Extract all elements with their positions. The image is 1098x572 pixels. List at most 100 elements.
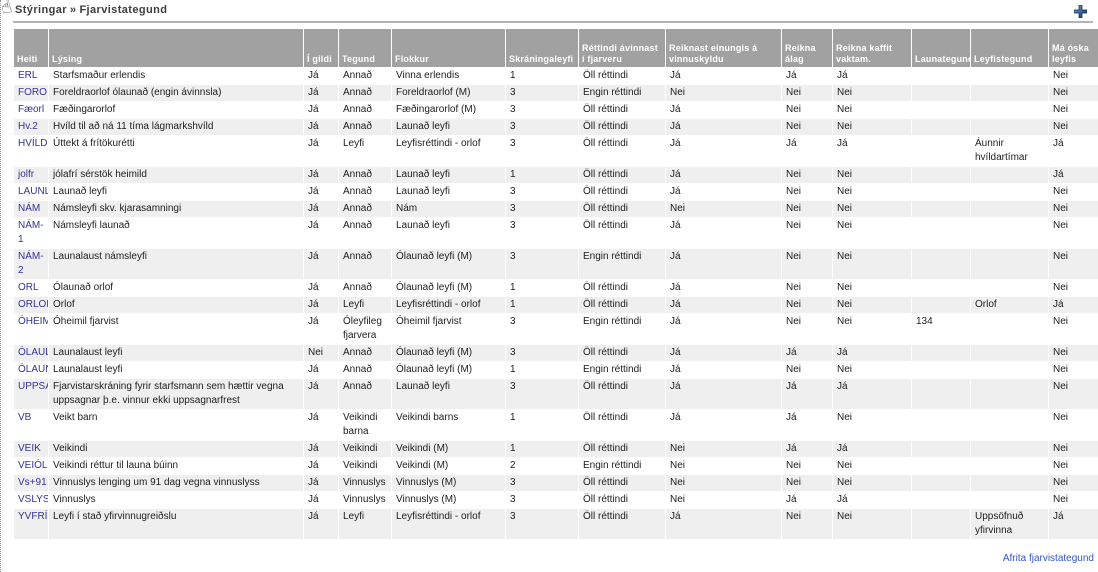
cell-i-gildi: Já [304, 475, 338, 491]
cell-flokkur: Launað leyfi [392, 218, 505, 248]
fjarvistategund-link[interactable]: NÁM [18, 203, 41, 214]
fjarvistategund-link[interactable]: YVFRÍ [18, 511, 48, 522]
cell-tegund: Vinnuslys [339, 475, 391, 491]
cell-i-gildi: Já [304, 119, 338, 135]
cell-lysing: Veikt barn [49, 410, 303, 440]
table-row: NÁM-1 Námsleyfi launað Já Annað Launað leyfi… [14, 218, 1098, 248]
fjarvistategund-link[interactable]: LAUNL [18, 186, 48, 197]
cell-launategund [912, 410, 970, 440]
cell-flokkur: Veikindi (M) [392, 458, 505, 474]
fjarvistategund-link[interactable]: ÓLAUN [18, 364, 48, 375]
cell-skraningaleyfi: 3 [506, 314, 578, 344]
cell-reikna-alag: Nei [782, 509, 832, 539]
column-header-flokkur: Flokkur [392, 29, 505, 67]
cell-skraningaleyfi: 3 [506, 345, 578, 361]
fjarvistategund-link[interactable]: HVÍLD [18, 138, 48, 149]
fjarvistategund-link[interactable]: ERL [18, 70, 38, 81]
column-header-tegund: Tegund [339, 29, 391, 67]
cell-heiti: VEIÓL [14, 458, 48, 474]
cell-leyfistegund: Orlof [971, 297, 1048, 313]
fjarvistategund-link[interactable]: ORL [18, 282, 39, 293]
cell-launategund [912, 218, 970, 248]
cell-heiti: Vs+91 [14, 475, 48, 491]
cell-heiti: VEIK [14, 441, 48, 457]
cell-lysing: Launalaust námsleyfi [49, 249, 303, 279]
cell-ma-oska-leyfis: Nei [1049, 218, 1098, 248]
add-button[interactable] [1073, 4, 1088, 19]
cell-lysing: Orlof [49, 297, 303, 313]
cell-tegund: Vinnuslys [339, 492, 391, 508]
cell-flokkur: Nám [392, 201, 505, 217]
cell-launategund [912, 68, 970, 84]
cell-rettindi-avinnast: Öll réttindi [579, 475, 665, 491]
fjarvistategund-link[interactable]: NÁM-2 [18, 251, 44, 276]
cell-tegund: Annað [339, 119, 391, 135]
fjarvistategund-link[interactable]: ORLOF [18, 299, 48, 310]
copy-fjarvistategund-link[interactable]: Afrita fjarvistategund [1002, 553, 1094, 564]
cell-reikna-kaffit: Nei [833, 167, 911, 183]
cell-tegund: Leyfi [339, 509, 391, 539]
fjarvistategund-link[interactable]: Fæorl [18, 104, 45, 115]
cell-i-gildi: Nei [304, 345, 338, 361]
fjarvistategund-link[interactable]: VEIÓL [18, 460, 48, 471]
cell-heiti: ÓLAUL [14, 345, 48, 361]
fjarvistategund-link[interactable]: NÁM-1 [18, 220, 44, 245]
cell-heiti: UPPSA [14, 379, 48, 409]
cell-reikna-kaffit: Nei [833, 475, 911, 491]
fjarvistategund-link[interactable]: VB [18, 412, 32, 423]
fjarvistategund-link[interactable]: VSLYS [18, 494, 48, 505]
cell-lysing: Veikindi réttur til launa búinn [49, 458, 303, 474]
cell-heiti: Hv.2 [14, 119, 48, 135]
cell-tegund: Annað [339, 102, 391, 118]
cell-reikna-alag: Já [782, 345, 832, 361]
cell-rettindi-avinnast: Öll réttindi [579, 136, 665, 166]
fjarvistategund-link[interactable]: UPPSA [18, 381, 48, 392]
cell-reikna-alag: Já [782, 379, 832, 409]
fjarvistategund-link[interactable]: jolfr [18, 169, 35, 180]
cell-heiti: HVÍLD [14, 136, 48, 166]
cell-reikna-alag: Nei [782, 184, 832, 200]
fjarvistategund-table: Heiti Lýsing Í gildi Tegund Flokkur Skráninga… [13, 28, 1098, 540]
cell-i-gildi: Já [304, 441, 338, 457]
fjarvistategund-link[interactable]: Hv.2 [18, 121, 38, 132]
cell-heiti: NÁM [14, 201, 48, 217]
cell-skraningaleyfi: 1 [506, 441, 578, 457]
fjarvistategund-link[interactable]: VEIK [18, 443, 41, 454]
fjarvistategund-link[interactable]: ÓLAUL [18, 347, 48, 358]
breadcrumb-section[interactable]: Stýringar [15, 4, 67, 16]
cell-rettindi-avinnast: Öll réttindi [579, 119, 665, 135]
fjarvistategund-link[interactable]: Vs+91 [18, 477, 47, 488]
fjarvistategund-link[interactable]: ÓHEIM [18, 316, 48, 327]
cell-ma-oska-leyfis: Nei [1049, 184, 1098, 200]
cell-i-gildi: Já [304, 509, 338, 539]
cell-launategund [912, 201, 970, 217]
cell-ma-oska-leyfis: Nei [1049, 475, 1098, 491]
column-header-launategund: Launategund [912, 29, 970, 67]
cell-reikna-kaffit: Já [833, 379, 911, 409]
fjarvistategund-link[interactable]: FORO [18, 87, 47, 98]
cell-flokkur: Ólaunað leyfi (M) [392, 345, 505, 361]
plus-icon [1073, 4, 1088, 19]
cell-skraningaleyfi: 3 [506, 184, 578, 200]
cell-reiknast-einungis: Já [666, 379, 781, 409]
cell-i-gildi: Já [304, 68, 338, 84]
table-row: NÁM Námsleyfi skv. kjarasamningi Já Annað Ná… [14, 201, 1098, 217]
cell-leyfistegund [971, 458, 1048, 474]
table-row: Vs+91 Vinnuslys lenging um 91 dag vegna v… [14, 475, 1098, 491]
table-row: UPPSAFjarvistarskráning fyrir starfsmann… [14, 379, 1098, 409]
cell-skraningaleyfi: 1 [506, 410, 578, 440]
cell-rettindi-avinnast: Öll réttindi [579, 492, 665, 508]
cell-reikna-alag: Já [782, 492, 832, 508]
cell-launategund [912, 345, 970, 361]
cell-lysing: Ólaunað orlof [49, 280, 303, 296]
cell-leyfistegund [971, 441, 1048, 457]
cell-reiknast-einungis: Já [666, 280, 781, 296]
cell-lysing: Hvíld til að ná 11 tíma lágmarkshvíld [49, 119, 303, 135]
cell-tegund: Annað [339, 85, 391, 101]
cell-reikna-kaffit: Nei [833, 201, 911, 217]
cell-reikna-kaffit: Nei [833, 280, 911, 296]
cell-lysing: Launað leyfi [49, 184, 303, 200]
cell-reikna-alag: Nei [782, 314, 832, 344]
table-body: ERL Starfsmaður erlendis Já Annað Vinna erle… [14, 68, 1098, 539]
table-row: VSLYS Vinnuslys Já Vinnuslys Vinnuslys (M) 3 Ö… [14, 492, 1098, 508]
